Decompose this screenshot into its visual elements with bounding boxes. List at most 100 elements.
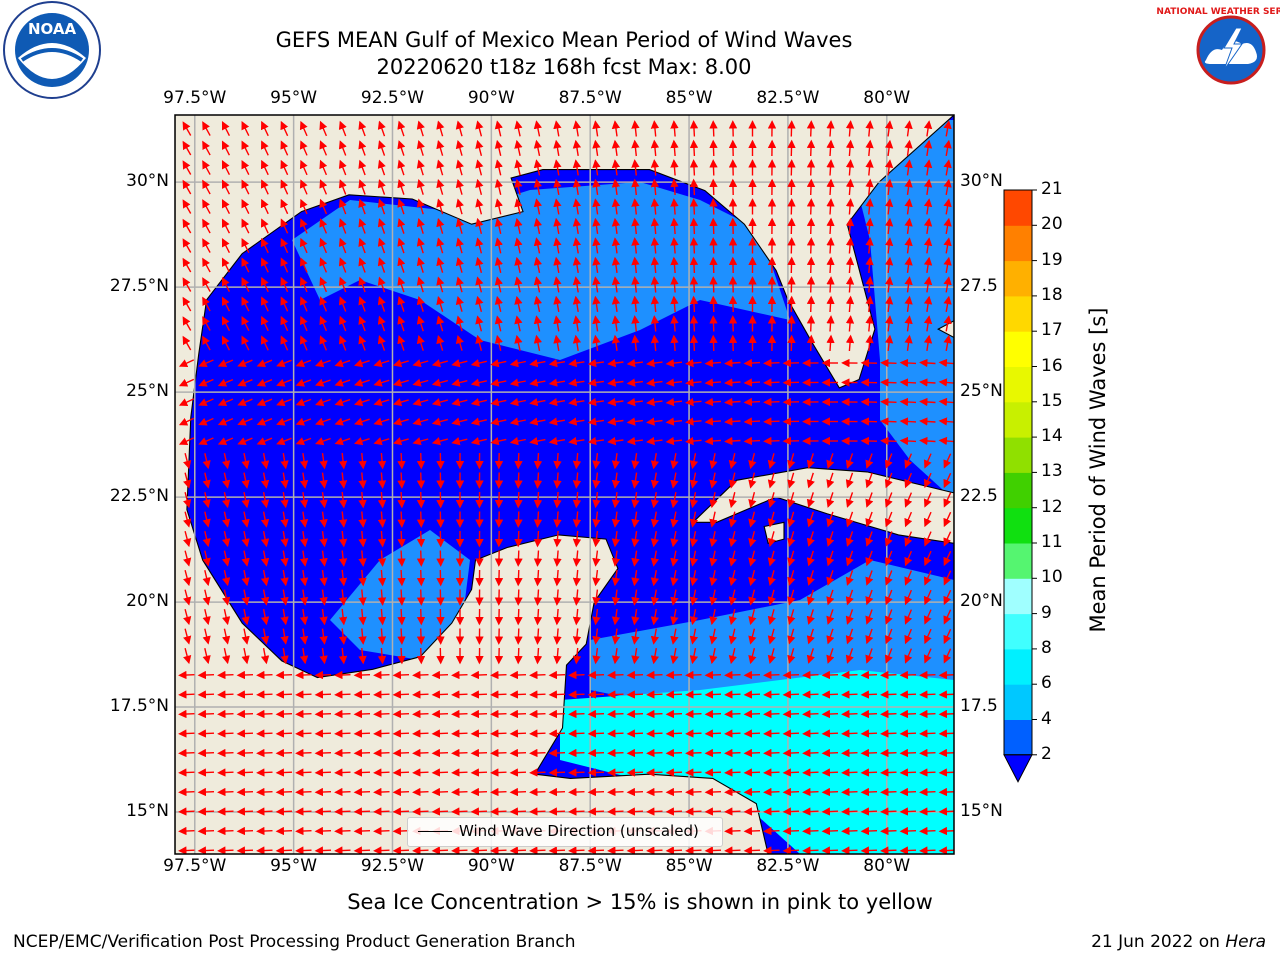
wave-arrow [841, 690, 858, 699]
wave-arrow [572, 315, 582, 332]
wave-arrow [548, 729, 566, 738]
wave-arrow [373, 807, 390, 816]
wave-arrow [217, 709, 234, 719]
wave-arrow [709, 159, 718, 176]
wave-arrow [763, 690, 780, 699]
wave-arrow [299, 296, 308, 312]
wave-arrow [221, 296, 231, 312]
wave-arrow [646, 670, 663, 680]
axis-tick-label: 22.5°N [109, 486, 169, 507]
wave-arrow [938, 826, 954, 836]
wave-arrow [865, 550, 874, 567]
axis-tick-label: 92.5°W [360, 88, 425, 108]
wave-arrow [826, 139, 835, 157]
wave-arrow [806, 628, 815, 645]
colorbar-segment [1004, 684, 1032, 720]
wave-arrow [724, 378, 741, 387]
colorbar-segment [1004, 472, 1032, 509]
wave-arrow [607, 729, 624, 738]
wave-arrow [275, 826, 293, 836]
wave-arrow [592, 531, 601, 548]
wave-arrow [358, 511, 367, 528]
wave-arrow [826, 334, 835, 352]
wave-arrow [494, 198, 503, 215]
wave-arrow [689, 295, 699, 313]
wave-arrow [553, 550, 562, 567]
wave-arrow [198, 417, 214, 426]
wave-arrow [592, 472, 601, 489]
wave-arrow [397, 179, 406, 195]
wave-arrow [451, 807, 468, 816]
wave-arrow [631, 628, 640, 645]
wave-arrow [260, 140, 269, 156]
wave-arrow [202, 160, 211, 175]
wave-arrow [529, 670, 546, 680]
wave-arrow [689, 217, 699, 235]
wave-arrow [455, 237, 464, 254]
wave-arrow [841, 748, 858, 758]
colorbar-segment [1004, 331, 1032, 367]
wave-arrow [938, 709, 954, 719]
wave-arrow [572, 334, 582, 352]
axis-tick-label: 20°N [960, 591, 1003, 612]
wave-arrow [392, 690, 410, 699]
wave-arrow [529, 709, 546, 719]
wave-arrow [354, 378, 370, 387]
wave-arrow [904, 295, 913, 312]
wave-arrow [470, 787, 488, 797]
wave-arrow [373, 690, 390, 699]
wave-arrow [938, 358, 954, 368]
wave-arrow [373, 729, 390, 738]
wave-arrow [319, 628, 328, 645]
wave-arrow [514, 159, 523, 176]
wave-arrow [763, 787, 780, 797]
wave-arrow [475, 256, 484, 273]
wave-arrow [767, 531, 776, 548]
wave-arrow [826, 511, 835, 528]
wave-arrow [568, 807, 585, 816]
wave-arrow [704, 690, 722, 699]
wave-arrow [899, 787, 917, 797]
wave-arrow [256, 359, 273, 368]
wave-arrow [884, 589, 893, 606]
wave-arrow [553, 472, 562, 489]
colorbar-tick-label: 14 [1041, 426, 1063, 447]
wave-arrow [763, 397, 780, 407]
wave-arrow [904, 178, 913, 195]
wave-arrow [782, 729, 800, 738]
wave-arrow [260, 491, 270, 509]
wave-arrow [197, 729, 215, 738]
wave-arrow [533, 589, 543, 606]
wave-arrow [728, 453, 737, 470]
wave-arrow [314, 787, 332, 797]
wave-arrow [865, 256, 874, 274]
wave-arrow [509, 748, 527, 758]
wave-arrow [689, 550, 699, 567]
wave-arrow [748, 589, 757, 606]
wave-arrow [646, 436, 663, 446]
wave-arrow [241, 628, 250, 645]
colorbar-tick-label: 18 [1041, 284, 1063, 305]
wave-arrow [392, 768, 410, 777]
wave-arrow [470, 417, 487, 426]
wave-arrow [533, 491, 543, 509]
wave-arrow [782, 748, 800, 758]
wave-arrow [685, 436, 702, 446]
wave-arrow [631, 256, 640, 274]
wave-arrow [509, 690, 527, 699]
wave-arrow [182, 199, 192, 214]
wave-arrow [767, 453, 776, 470]
wave-arrow [650, 628, 660, 645]
wave-arrow [923, 472, 932, 489]
wave-arrow [650, 256, 660, 274]
wave-arrow [470, 807, 488, 816]
wave-arrow [451, 417, 468, 426]
wave-arrow [470, 398, 487, 407]
wave-arrow [197, 690, 215, 699]
wave-arrow [821, 670, 839, 680]
wave-arrow [260, 198, 269, 215]
wave-arrow [436, 217, 445, 234]
wave-arrow [451, 437, 468, 446]
wave-arrow [178, 846, 195, 854]
wave-arrow [182, 140, 192, 156]
